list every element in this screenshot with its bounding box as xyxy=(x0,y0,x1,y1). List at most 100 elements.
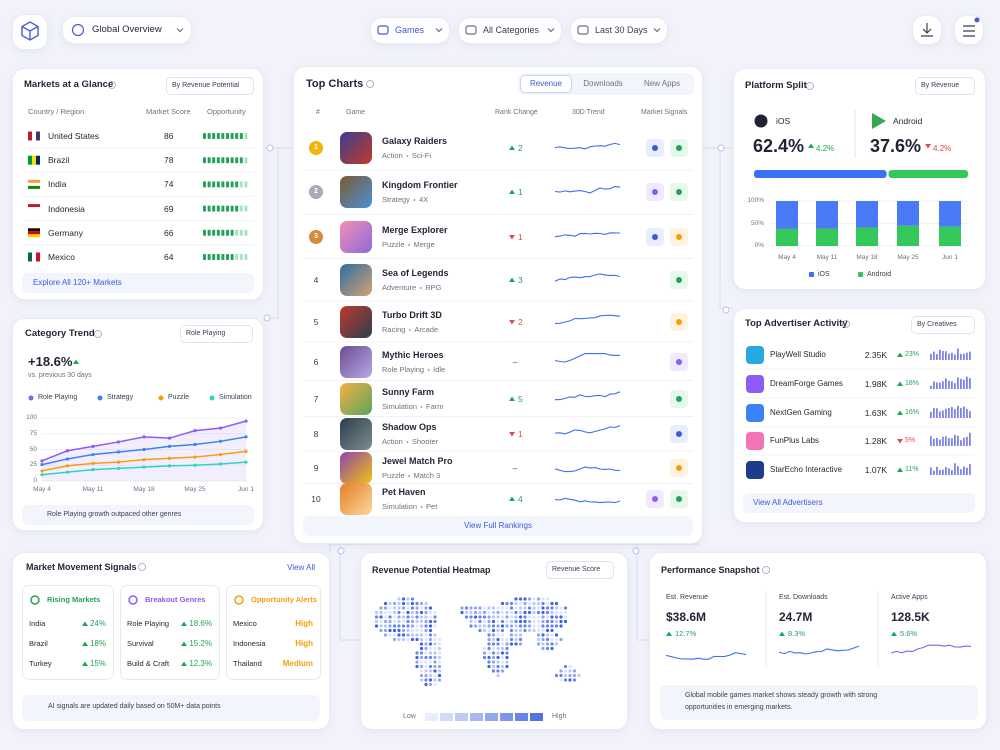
x-tick-label: May 4 xyxy=(778,254,796,261)
rank-change: – xyxy=(512,357,518,367)
rank-change: 1 xyxy=(518,232,523,242)
card-title: Top Advertiser Activity xyxy=(745,318,848,329)
signal-label: Role Playing xyxy=(127,619,170,628)
legend-label: iOS xyxy=(818,271,830,278)
signal-value: 18.6% xyxy=(189,619,212,628)
link-bar[interactable] xyxy=(303,516,693,536)
advertiser-value: 1.28K xyxy=(864,436,887,446)
legend-label: Strategy xyxy=(107,394,134,401)
rank-change: 1 xyxy=(518,187,523,197)
tab-label: Downloads xyxy=(583,79,623,88)
game-tag: Adventure xyxy=(382,283,417,292)
signal-value: 18% xyxy=(89,639,106,648)
y-tick-label: 100% xyxy=(747,197,764,204)
advertiser-name: FunPlus Labs xyxy=(770,436,819,445)
platform-share: 37.6% xyxy=(870,136,922,156)
advertiser-change: 23% xyxy=(905,351,920,358)
game-tag: Sci-Fi xyxy=(411,151,432,160)
connector-dot xyxy=(263,314,271,322)
rank: 10 xyxy=(311,494,321,504)
signal-label: Build & Craft xyxy=(127,659,170,668)
advertiser-change: 11% xyxy=(905,466,919,473)
link: Explore All 120+ Markets xyxy=(33,278,122,287)
dropdown[interactable] xyxy=(911,316,975,334)
signal-column xyxy=(22,585,114,680)
rank-change: 2 xyxy=(518,143,523,153)
dropdown[interactable] xyxy=(546,561,614,579)
icon-button[interactable] xyxy=(954,15,984,45)
game-tag: Farm xyxy=(426,402,444,411)
signal-label: Survival xyxy=(127,639,154,648)
country-name: Germany xyxy=(48,227,83,238)
view-label: Global Overview xyxy=(92,24,162,35)
game-name: Jewel Match Pro xyxy=(382,456,453,466)
link-bar[interactable] xyxy=(743,493,975,513)
market-score: 86 xyxy=(164,131,174,141)
market-score: 74 xyxy=(164,179,174,190)
icon-button[interactable] xyxy=(912,15,942,45)
card-title: Markets at a Glance xyxy=(24,79,114,90)
game-name: Pet Haven xyxy=(382,487,426,497)
advertiser-change: 16% xyxy=(905,409,920,416)
country-name: Mexico xyxy=(48,252,75,262)
advertiser-value: 2.35K xyxy=(864,350,887,360)
signal-label: Mexico xyxy=(233,619,257,628)
filter-label: Last 30 Days xyxy=(595,25,648,35)
x-tick-label: May 25 xyxy=(184,486,206,493)
link[interactable]: View All xyxy=(287,563,315,572)
market-score: 66 xyxy=(164,227,174,238)
connector-dot xyxy=(266,144,274,152)
y-tick-label: 0 xyxy=(33,477,37,484)
rank-change: 1 xyxy=(518,429,523,439)
game-name: Shadow Ops xyxy=(382,422,437,432)
game-tag: Simulation xyxy=(382,402,418,411)
signal-column xyxy=(120,585,220,680)
advertiser-change: 5% xyxy=(905,437,916,444)
country-name: Brazil xyxy=(48,155,70,166)
y-tick-label: 100 xyxy=(26,414,37,421)
legend-label: Android xyxy=(867,271,892,278)
game-tag: Role Playing xyxy=(382,365,425,374)
legend-label: Role Playing xyxy=(38,394,78,401)
signal-label: Turkey xyxy=(29,659,52,668)
column-header: # xyxy=(316,109,320,116)
x-tick-label: May 18 xyxy=(133,486,155,493)
country-name: India xyxy=(48,179,67,190)
game-tag: RPG xyxy=(425,283,442,292)
tab[interactable] xyxy=(520,75,572,93)
link: View Full Rankings xyxy=(464,521,532,530)
rank: 2 xyxy=(314,188,318,195)
game-tag: Action xyxy=(382,437,403,446)
card-title: Market Movement Signals xyxy=(26,562,137,572)
column-header: Country / Region xyxy=(28,107,85,116)
game-tag: Shooter xyxy=(411,437,439,446)
rank-change: 5 xyxy=(518,394,523,404)
advertiser-name: StarEcho Interactive xyxy=(770,465,843,474)
dropdown[interactable] xyxy=(915,77,975,95)
note-bar xyxy=(22,505,254,525)
dropdown-label: Role Playing xyxy=(186,330,226,337)
rank: 9 xyxy=(313,463,319,473)
signal-label: Indonesia xyxy=(233,639,266,648)
card-title: Category Trend xyxy=(25,328,95,339)
game-name: Sunny Farm xyxy=(382,387,435,397)
signal-value: Medium xyxy=(282,659,313,668)
column-header: Game xyxy=(346,109,366,116)
game-tag: 4X xyxy=(418,195,429,204)
connector-dot xyxy=(722,306,730,314)
game-tag: Action xyxy=(382,151,403,160)
dropdown[interactable] xyxy=(180,325,253,343)
advertiser-name: DreamForge Games xyxy=(770,379,843,388)
signal-label: India xyxy=(29,619,46,628)
platform-name: Android xyxy=(893,116,923,126)
card-title: Platform Split xyxy=(745,80,807,91)
dropdown[interactable] xyxy=(166,77,254,95)
signal-value: 15% xyxy=(89,659,106,668)
x-tick-label: May 4 xyxy=(33,486,51,493)
signal-value: 15.2% xyxy=(189,639,212,648)
link-bar[interactable] xyxy=(22,273,254,293)
logo xyxy=(12,14,48,50)
y-tick-label: 0% xyxy=(754,242,764,249)
signal-title: Breakout Genres xyxy=(145,595,206,604)
game-tag: Merge xyxy=(413,240,435,249)
